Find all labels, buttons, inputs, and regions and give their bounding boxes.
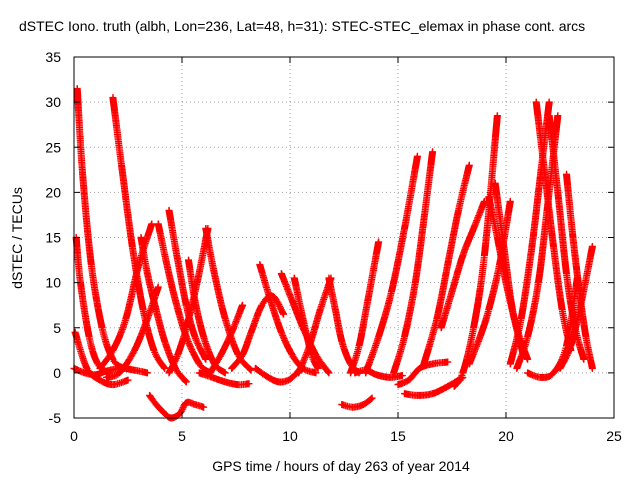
series-marker-path <box>347 238 383 377</box>
series-arc-24 <box>338 394 376 411</box>
y-tick-label: 5 <box>53 320 61 336</box>
y-tick-label: 35 <box>45 49 61 65</box>
x-tick-label: 5 <box>178 428 186 444</box>
series-arc-15 <box>195 369 253 389</box>
series-marker-path <box>251 364 305 386</box>
x-axis-label: GPS time / hours of day 263 of year 2014 <box>212 458 470 474</box>
x-tick-label: 0 <box>70 428 78 444</box>
chart-title: dSTEC Iono. truth (albh, Lon=236, Lat=48… <box>19 18 585 34</box>
series-arc-16 <box>206 301 246 377</box>
series-arc-25 <box>347 238 383 377</box>
y-tick-label: 0 <box>53 365 61 381</box>
y-tick-label: 30 <box>45 94 61 110</box>
series-marker-path <box>137 234 190 386</box>
series-arc-08 <box>137 234 190 386</box>
series-arc-39 <box>532 98 575 354</box>
series-marker-path <box>146 391 208 422</box>
series-arc-27 <box>362 152 421 377</box>
y-tick-label: 10 <box>45 275 61 291</box>
axis-ticks: 0 5 10 15 20 25 -5 0 5 10 15 20 25 30 35 <box>45 49 622 444</box>
series-marker-path <box>195 369 253 389</box>
series-arc-28 <box>390 148 437 377</box>
series-marker-path <box>420 161 473 368</box>
y-tick-label: 25 <box>45 139 61 155</box>
y-tick-label: 15 <box>45 230 61 246</box>
series-marker-path <box>338 394 376 411</box>
series-marker-path <box>524 274 581 381</box>
series-marker-path <box>73 85 128 372</box>
series-arc-09 <box>146 391 208 422</box>
y-tick-label: 20 <box>45 184 61 200</box>
series-marker-path <box>437 197 488 332</box>
x-tick-label: 25 <box>606 428 622 444</box>
series-marker-path <box>206 301 246 377</box>
series-arc-43 <box>524 274 581 381</box>
series-arc-05 <box>109 94 169 372</box>
x-tick-label: 15 <box>390 428 406 444</box>
data-marks <box>70 85 596 422</box>
y-axis-label: dSTEC / TECUs <box>9 187 25 289</box>
series-marker-path <box>362 152 421 377</box>
series-marker-path <box>109 94 169 372</box>
y-tick-label: -5 <box>49 410 62 426</box>
series-arc-19 <box>251 364 305 386</box>
series-marker-path <box>532 98 575 354</box>
x-tick-label: 10 <box>282 428 298 444</box>
x-tick-label: 20 <box>498 428 514 444</box>
series-arc-02 <box>73 85 128 372</box>
series-arc-31 <box>420 161 473 368</box>
series-arc-32 <box>437 197 488 332</box>
series-marker-path <box>390 148 437 377</box>
